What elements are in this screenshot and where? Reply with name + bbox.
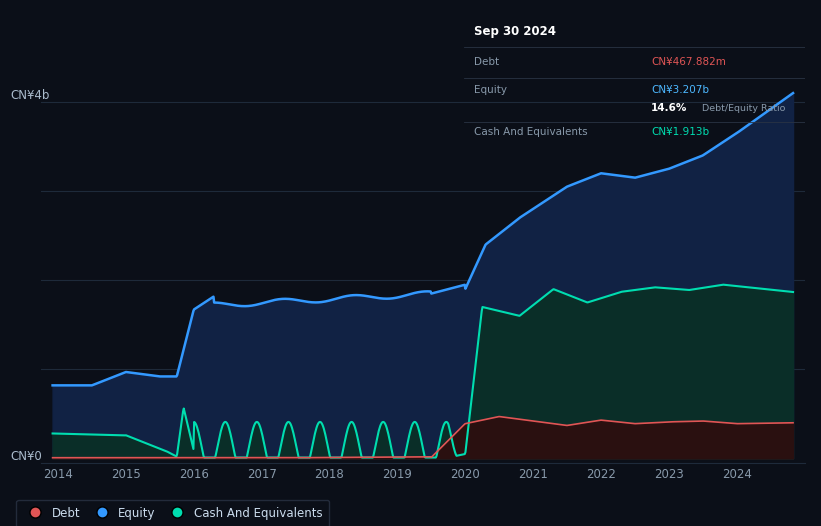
Text: Cash And Equivalents: Cash And Equivalents — [474, 127, 588, 137]
Text: CN¥1.913b: CN¥1.913b — [651, 127, 709, 137]
Text: 14.6%: 14.6% — [651, 104, 688, 114]
Text: Debt/Equity Ratio: Debt/Equity Ratio — [702, 104, 786, 113]
Text: Sep 30 2024: Sep 30 2024 — [474, 25, 556, 38]
Text: Equity: Equity — [474, 85, 507, 95]
Text: CN¥467.882m: CN¥467.882m — [651, 56, 726, 66]
Legend: Debt, Equity, Cash And Equivalents: Debt, Equity, Cash And Equivalents — [16, 500, 329, 526]
Text: CN¥3.207b: CN¥3.207b — [651, 85, 709, 95]
Text: Debt: Debt — [474, 56, 499, 66]
Text: CN¥0: CN¥0 — [11, 450, 42, 463]
Text: CN¥4b: CN¥4b — [11, 89, 50, 102]
